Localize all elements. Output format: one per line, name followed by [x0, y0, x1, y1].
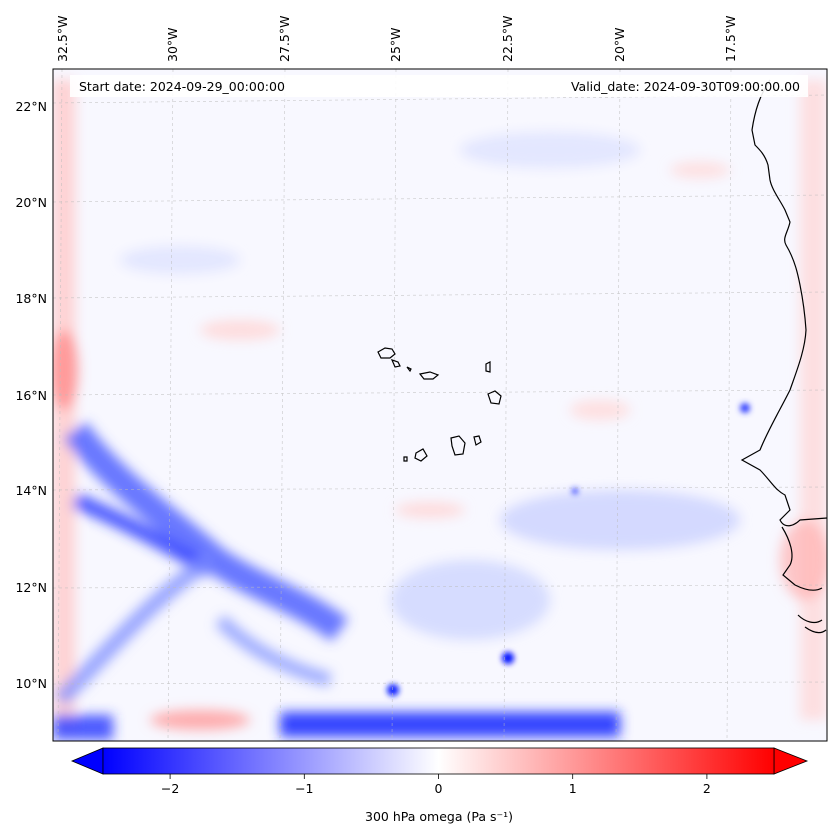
colorbar-gradient [102, 747, 775, 775]
colorbar-tick-label: 2 [703, 781, 711, 796]
coastline [377, 79, 827, 634]
omega-field [53, 80, 827, 740]
lat-label-2: 18°N [15, 291, 47, 306]
colorbar-ticks: −2 −1 0 1 2 [161, 774, 711, 796]
valid-date-label: Valid_date: 2024-09-30T09:00:00.00 [571, 79, 800, 94]
lat-tick-labels: 22°N 20°N 18°N 16°N 14°N 12°N 10°N [15, 99, 47, 691]
lat-label-5: 12°N [15, 580, 47, 595]
lon-label-0: 32.5°W [55, 16, 70, 62]
graticule [53, 69, 827, 741]
map-panel [53, 69, 827, 741]
colorbar-label: 300 hPa omega (Pa s⁻¹) [365, 809, 513, 824]
lon-label-1: 30°W [165, 27, 180, 62]
colorbar-extend-min [70, 747, 104, 775]
colorbar-tick-label: 0 [435, 781, 443, 796]
lon-label-6: 17.5°W [723, 16, 738, 62]
colorbar: −2 −1 0 1 2 300 hPa omega (Pa s⁻¹) [70, 747, 809, 824]
map-frame [52, 68, 828, 742]
lon-label-3: 25°W [388, 27, 403, 62]
colorbar-tick-label: −2 [161, 781, 179, 796]
colorbar-tick-label: 1 [569, 781, 577, 796]
lon-label-5: 20°W [612, 27, 627, 62]
map-header-band [70, 75, 808, 97]
lon-label-2: 27.5°W [277, 16, 292, 62]
lat-label-3: 16°N [15, 388, 47, 403]
lat-label-0: 22°N [15, 99, 47, 114]
lat-label-6: 10°N [15, 676, 47, 691]
lat-label-4: 14°N [15, 483, 47, 498]
colorbar-extend-max [773, 747, 809, 775]
lon-tick-labels: 32.5°W 30°W 27.5°W 25°W 22.5°W 20°W 17.5… [55, 16, 738, 62]
colorbar-tick-label: −1 [295, 781, 313, 796]
lon-label-4: 22.5°W [500, 16, 515, 62]
lat-label-1: 20°N [15, 195, 47, 210]
start-date-label: Start date: 2024-09-29_00:00:00 [79, 79, 285, 94]
